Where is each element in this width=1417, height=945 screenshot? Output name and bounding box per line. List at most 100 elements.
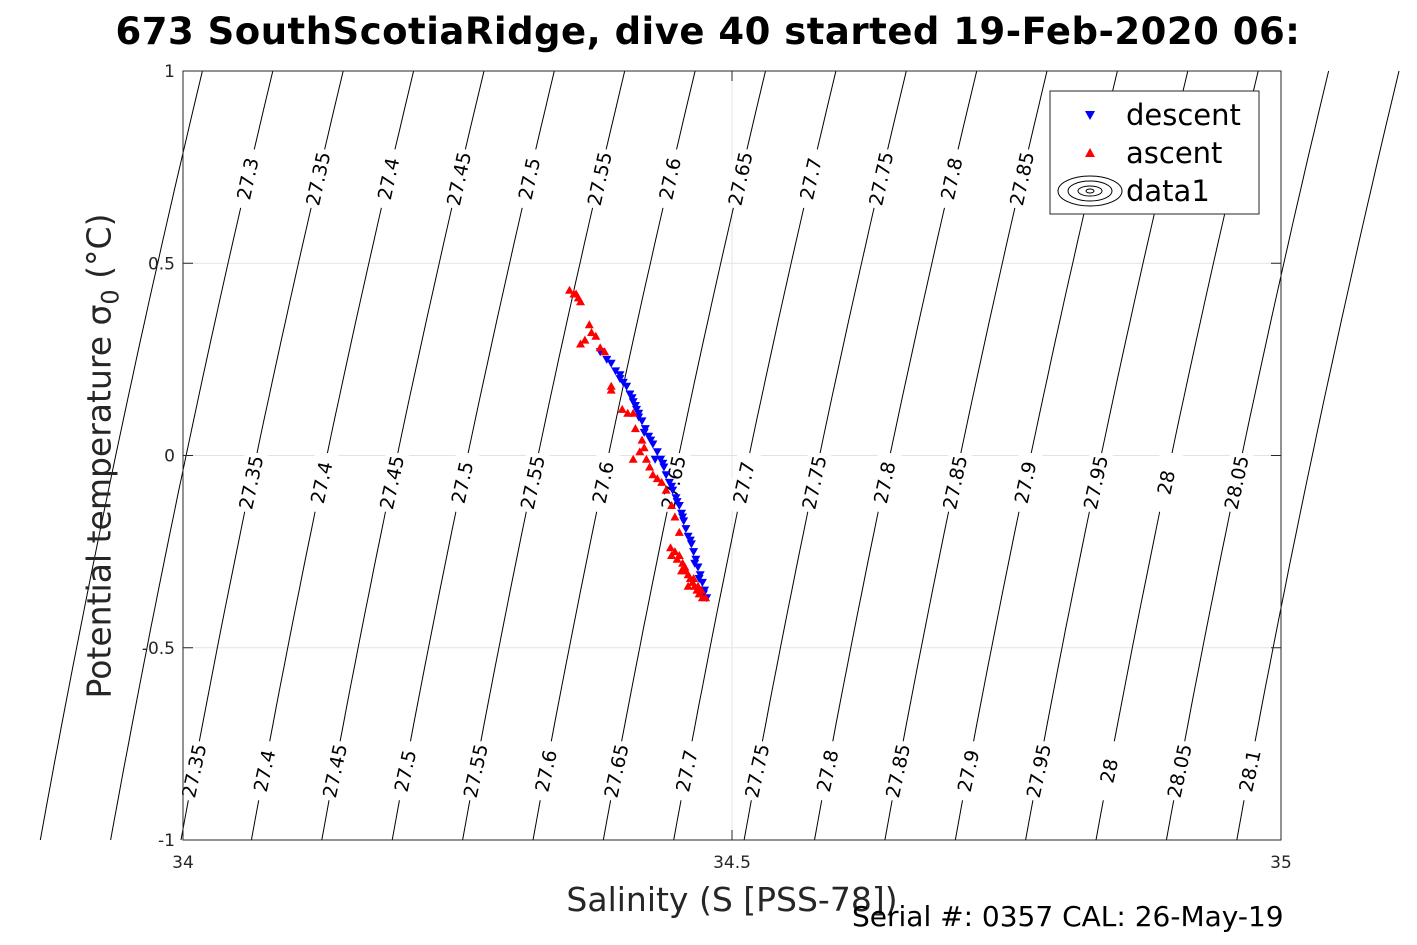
ascent-point — [672, 554, 682, 563]
x-axis-label: Salinity (S [PSS-78]) — [566, 880, 898, 919]
descent-point — [652, 448, 662, 457]
data-points — [565, 285, 712, 603]
contour-label-bg — [721, 146, 759, 211]
contour-label-bg — [936, 450, 973, 515]
ascent-point — [677, 566, 686, 575]
contour-label-bg — [1090, 738, 1127, 803]
y-axis-label-text: Potential temperature σ — [79, 304, 119, 699]
ascent-point — [580, 335, 590, 344]
contour-label-bg — [1161, 738, 1198, 803]
contour-label-bg — [1003, 146, 1040, 211]
descent-point — [667, 482, 677, 491]
contour-label-bg — [725, 450, 762, 515]
x-tick-label: 34.5 — [713, 853, 751, 873]
y-axis-label-unit: (°C) — [79, 213, 119, 290]
contour-label-mid: 28 — [1153, 468, 1180, 496]
contour-label-bg — [933, 146, 970, 211]
ascent-point — [606, 385, 616, 394]
serial-footer: Serial #: 0357 CAL: 26-May-19 — [852, 900, 1284, 933]
ascent-point — [701, 593, 711, 602]
ascent-point — [683, 581, 693, 590]
contour-label-bg — [738, 738, 775, 803]
ascent-point — [576, 339, 585, 348]
contour-label-bg — [232, 450, 269, 515]
ascent-point — [584, 320, 594, 329]
contour-label-bg — [299, 146, 336, 211]
contour-label-bg — [246, 738, 283, 803]
descent-point — [690, 559, 700, 568]
legend-box — [1049, 90, 1260, 215]
descent-point — [622, 382, 632, 391]
x-tick-label: 35 — [1270, 853, 1292, 873]
ascent-point — [576, 297, 585, 306]
ascent-point — [628, 454, 638, 463]
ascent-point — [657, 477, 667, 486]
contour-label-bg — [866, 450, 903, 515]
isoline-27.25 — [39, 70, 203, 841]
descent-point — [672, 498, 682, 507]
ascent-point — [569, 289, 579, 298]
ascent-point — [641, 454, 651, 463]
descent-point — [694, 575, 704, 583]
contour-label-bg — [370, 146, 407, 211]
x-tick-label: 34 — [172, 853, 194, 873]
ascent-point — [595, 343, 605, 352]
ascent-point — [591, 331, 601, 340]
contour-label-bg — [1218, 450, 1255, 515]
descent-point — [658, 459, 668, 468]
ascent-point — [666, 543, 675, 552]
legend-ascent-label: ascent — [1126, 136, 1222, 170]
contour-label-bottom: 28 — [1096, 757, 1123, 785]
ascent-point — [648, 470, 658, 479]
y-axis-label-subscript: 0 — [96, 289, 125, 305]
ascent-point — [617, 404, 627, 413]
ascent-point — [628, 408, 638, 417]
legend-data1-label: data1 — [1126, 174, 1210, 208]
contour-label-bg — [581, 146, 618, 211]
contour-label-bg — [879, 738, 916, 803]
contour-label-bg — [655, 450, 692, 515]
y-tick-label: 0.5 — [148, 254, 175, 274]
ascent-point — [639, 443, 649, 452]
contour-label-bg — [1006, 450, 1044, 515]
legend-contour-icon — [1057, 175, 1123, 207]
contour-label-bg — [373, 450, 410, 515]
ascent-point — [645, 462, 655, 471]
descent-point — [689, 548, 699, 557]
legend-descent-marker — [1085, 111, 1095, 120]
ascent-point — [652, 474, 662, 483]
contour-label-bg — [1077, 450, 1114, 515]
descent-point — [606, 359, 616, 368]
contour-label-bg — [1020, 738, 1057, 803]
descent-point — [627, 394, 637, 403]
descent-point — [681, 525, 691, 534]
descent-point — [646, 436, 656, 445]
descent-point — [615, 375, 625, 384]
contour-label-bg — [949, 738, 987, 803]
ascent-point — [637, 435, 647, 444]
ascent-point — [674, 527, 684, 536]
descent-point — [602, 355, 612, 364]
y-tick-label: -1 — [158, 831, 175, 851]
descent-point — [685, 536, 695, 545]
descent-point — [650, 455, 660, 464]
ascent-point — [630, 424, 640, 433]
chart-title: 673 SouthScotiaRidge, dive 40 started 19… — [115, 10, 1301, 53]
descent-point — [639, 428, 649, 437]
ascent-point — [667, 501, 677, 509]
contour-label-bg — [809, 738, 846, 803]
contour-label-bg — [443, 450, 481, 515]
descent-point — [661, 471, 671, 480]
descent-point — [632, 405, 641, 414]
ascent-point — [661, 485, 671, 494]
contour-label-bg — [1231, 738, 1268, 803]
ascent-point — [635, 447, 645, 456]
ascent-point — [696, 585, 706, 594]
contour-label-bg — [457, 738, 494, 803]
contour-label-bg — [795, 450, 833, 515]
isoline-28.1 — [1236, 70, 1400, 841]
ascent-point — [600, 347, 610, 356]
y-tick-label: 0 — [164, 447, 175, 467]
ascent-point — [587, 328, 596, 336]
contour-label-bg — [792, 146, 829, 211]
